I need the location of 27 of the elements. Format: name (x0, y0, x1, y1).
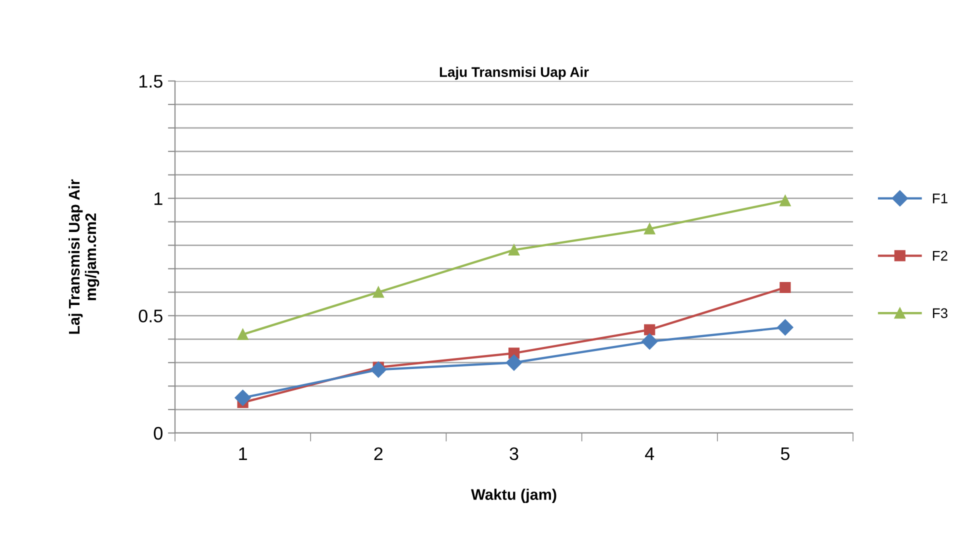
chart-title: Laju Transmisi Uap Air (440, 66, 589, 80)
point (237, 328, 248, 340)
x-tick-label: 1 (239, 448, 247, 460)
y-tick-label: 1.5 (139, 75, 162, 88)
point (370, 362, 386, 378)
x-axis-title: Waktu (jam) (471, 488, 556, 503)
y-tick-label: 1 (154, 192, 162, 205)
legend-label: F3 (932, 308, 948, 318)
point (777, 319, 794, 336)
point (644, 223, 656, 234)
point (780, 195, 791, 206)
point (644, 324, 656, 336)
point (506, 354, 522, 371)
y-tick-label: 0 (154, 426, 162, 440)
x-tick-label: 4 (644, 448, 654, 460)
x-tick-label: 3 (510, 447, 518, 460)
legend-label: F1 (932, 194, 948, 204)
point (372, 286, 384, 298)
point (508, 244, 520, 256)
y-axis-title: Laj Transmisi Uap Air mg/jam.cm2 (68, 179, 100, 334)
legend-label: F2 (932, 250, 948, 261)
x-tick-label: 2 (374, 447, 383, 460)
point (780, 282, 791, 294)
x-tick-label: 5 (780, 448, 790, 460)
point (234, 390, 251, 406)
y-tick-label: 0.5 (138, 310, 162, 322)
point (642, 333, 658, 350)
